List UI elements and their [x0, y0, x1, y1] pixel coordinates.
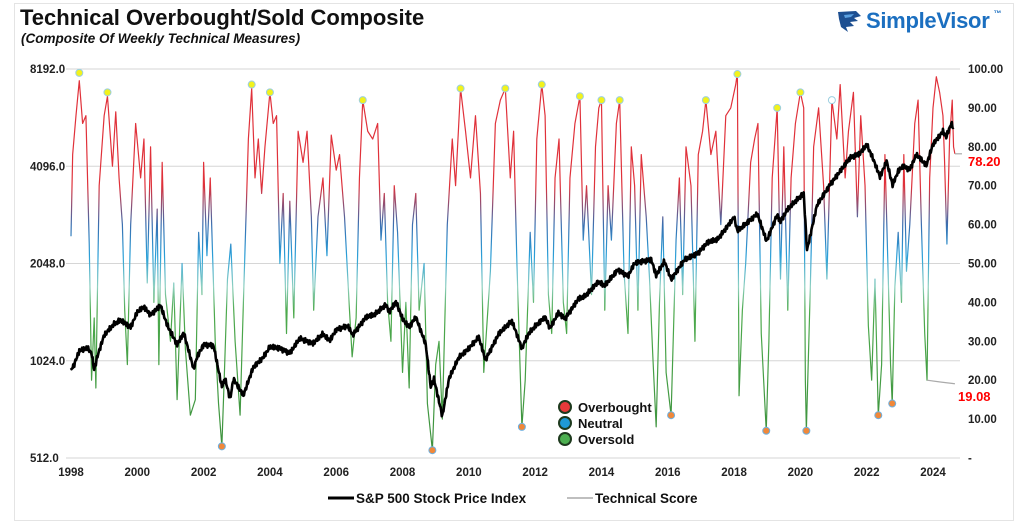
brand-logo: SimpleVisor ™: [836, 8, 1001, 34]
oversold-marker: [517, 422, 526, 431]
zone-legend: Overbought Neutral Oversold: [558, 400, 652, 447]
technical-score-line: [70, 72, 956, 451]
overbought-marker: [537, 80, 546, 89]
right-tick-label: 70.00: [968, 181, 997, 193]
overbought-marker: [358, 96, 367, 105]
x-tick-label: 2004: [257, 467, 283, 479]
x-tick-label: 2010: [456, 467, 482, 479]
overbought-marker: [75, 68, 84, 77]
score-legend-label: Technical Score: [595, 491, 698, 506]
overbought-marker: [501, 84, 510, 93]
right-tick-label: 30.00: [968, 336, 997, 348]
chart-subtitle: (Composite Of Weekly Technical Measures): [21, 31, 301, 46]
series-legend: S&P 500 Stock Price Index Technical Scor…: [328, 491, 698, 506]
overbought-marker: [456, 84, 465, 93]
oversold-marker: [802, 426, 811, 435]
x-tick-label: 2022: [854, 467, 880, 479]
left-tick-label: 512.0: [30, 453, 59, 465]
left-tick-label: 2048.0: [30, 259, 65, 271]
x-tick-label: 2014: [589, 467, 615, 479]
overbought-legend-label: Overbought: [578, 400, 652, 415]
oversold-marker: [217, 442, 226, 451]
overbought-marker: [597, 96, 606, 105]
right-tick-label: 50.00: [968, 259, 997, 271]
chart-title: Technical Overbought/Sold Composite: [20, 5, 425, 30]
overbought-marker: [103, 88, 112, 97]
oversold-marker: [762, 426, 771, 435]
x-tick-label: 2006: [323, 467, 349, 479]
overbought-legend-swatch: [558, 400, 572, 414]
right-tick-label: -: [968, 453, 972, 465]
overbought-marker: [773, 103, 782, 112]
neutral-legend-swatch: [558, 416, 572, 430]
neutral-legend-label: Neutral: [578, 416, 623, 431]
oversold-marker: [888, 399, 897, 408]
brand-name: SimpleVisor: [866, 8, 990, 33]
oversold-marker: [667, 411, 676, 420]
oversold-legend-swatch: [558, 432, 572, 446]
right-tick-label: 100.00: [968, 64, 1003, 76]
x-tick-label: 2024: [920, 467, 946, 479]
right-tick-label: 40.00: [968, 297, 997, 309]
overbought-marker: [615, 96, 624, 105]
x-tick-label: 2000: [125, 467, 151, 479]
sp500-line: [69, 120, 955, 418]
x-tick-label: 2020: [788, 467, 814, 479]
overbought-marker: [733, 70, 742, 79]
x-tick-label: 2002: [191, 467, 217, 479]
chart-frame: [14, 3, 1014, 521]
brand-tm: ™: [993, 8, 1002, 18]
overbought-marker: [265, 88, 274, 97]
right-tick-label: 20.00: [968, 375, 997, 387]
overbought-marker: [701, 96, 710, 105]
right-tick-label: 80.00: [968, 142, 997, 154]
oversold-legend-label: Oversold: [578, 432, 634, 447]
right-tick-label: 10.00: [968, 414, 997, 426]
lower-leader-line: [926, 379, 955, 385]
left-tick-label: 1024.0: [30, 356, 65, 368]
oversold-marker: [428, 446, 437, 455]
x-tick-label: 1998: [58, 467, 84, 479]
x-tick-label: 2008: [390, 467, 416, 479]
end-label-upper: 78.20: [968, 154, 1001, 169]
x-tick-label: 2018: [721, 467, 747, 479]
left-tick-label: 8192.0: [30, 64, 65, 76]
overbought-marker: [796, 88, 805, 97]
overbought-marker: [575, 92, 584, 101]
left-tick-label: 4096.0: [30, 161, 65, 173]
x-tick-label: 2016: [655, 467, 681, 479]
sp500-legend-label: S&P 500 Stock Price Index: [356, 491, 527, 506]
x-tick-label: 2012: [522, 467, 548, 479]
neutral-marker: [827, 96, 836, 105]
right-tick-label: 90.00: [968, 103, 997, 115]
right-tick-label: 60.00: [968, 220, 997, 232]
overbought-marker: [247, 80, 256, 89]
end-label-lower: 19.08: [958, 389, 991, 404]
oversold-marker: [874, 411, 883, 420]
eagle-icon: [838, 11, 861, 32]
